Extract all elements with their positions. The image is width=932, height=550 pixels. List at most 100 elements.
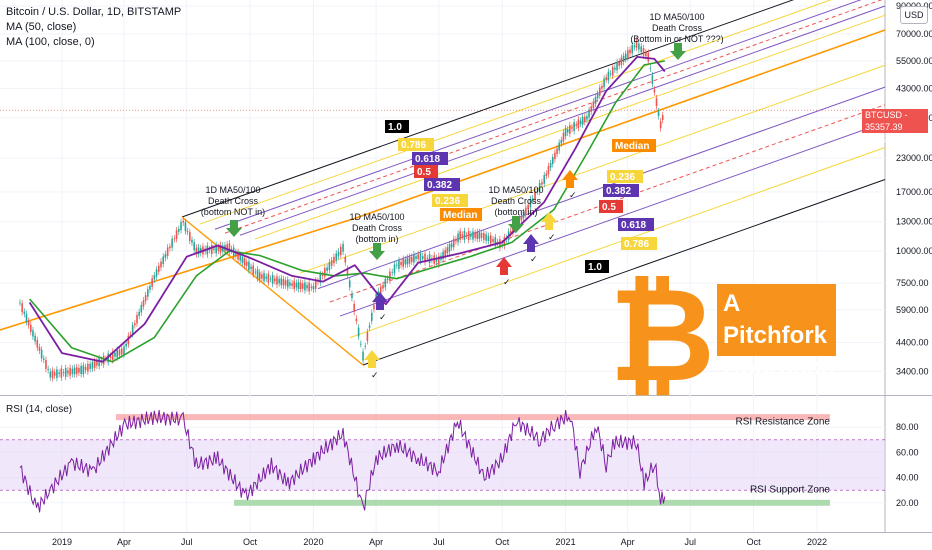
candle-body <box>558 142 560 151</box>
candle-body <box>457 233 459 243</box>
candle-body <box>382 284 384 289</box>
candle-body <box>653 89 656 93</box>
candle-body <box>525 207 527 215</box>
death-cross-arrow <box>508 216 524 233</box>
annotation-text: 1D MA50/100 <box>349 212 404 222</box>
candle-body <box>241 256 244 263</box>
candle-body <box>588 109 590 118</box>
candle-body <box>21 303 23 313</box>
check-mark: ✓ <box>569 190 577 200</box>
title-line-1: A Pitchfork <box>723 290 828 349</box>
candle-body <box>389 271 391 281</box>
candle-body <box>160 261 162 268</box>
candle-body <box>419 253 422 262</box>
candle-body <box>649 67 652 69</box>
pitchfork-line <box>362 179 886 366</box>
candle-body <box>312 285 315 290</box>
candle-body <box>263 272 265 282</box>
candle-body <box>478 232 481 239</box>
candle-body <box>474 233 476 238</box>
candle-body <box>149 285 151 290</box>
candle-body <box>446 247 449 254</box>
level-label-bg <box>599 200 623 213</box>
candle-body <box>651 75 654 85</box>
time-tick-label: 2021 <box>556 537 576 547</box>
level-label: 0.5 <box>417 167 431 178</box>
candle-body <box>197 247 200 255</box>
candle-body <box>461 234 464 237</box>
level-label: 0.786 <box>401 140 426 151</box>
candle-body <box>147 289 149 297</box>
candle-body <box>286 279 289 288</box>
candle-body <box>276 276 278 285</box>
annotation-text: (bottom in) <box>355 234 398 244</box>
candle-body <box>293 280 296 290</box>
candle-body <box>370 312 373 322</box>
candle-body <box>67 370 69 374</box>
price-tick-label: 17000.00 <box>896 187 932 197</box>
median-label-bg <box>612 139 656 152</box>
candle-body <box>616 62 618 71</box>
candle-body <box>129 334 132 336</box>
candle-body <box>607 71 610 81</box>
pitchfork-line <box>181 0 795 218</box>
candle-body <box>248 261 250 271</box>
candle-body <box>603 78 605 88</box>
candle-body <box>393 264 396 274</box>
time-tick-label: Jul <box>433 537 445 547</box>
candle-body <box>177 228 180 232</box>
price-tick-label: 70000.00 <box>896 29 932 39</box>
time-tick-label: Apr <box>117 537 131 547</box>
candle-body <box>62 372 65 374</box>
candle-body <box>450 243 453 248</box>
candle-body <box>494 237 497 246</box>
candle-body <box>611 66 614 76</box>
level-label: 1.0 <box>388 122 402 133</box>
candle-body <box>635 40 638 48</box>
candle-body <box>169 246 171 249</box>
candle-body <box>157 265 160 272</box>
time-tick-label: Apr <box>621 537 635 547</box>
candle-body <box>310 286 313 288</box>
candle-body <box>56 369 58 378</box>
candle-body <box>265 276 267 279</box>
candle-body <box>235 251 237 256</box>
candle-body <box>444 249 447 256</box>
candle-body <box>120 348 123 355</box>
candle-body <box>217 246 220 251</box>
rsi-tick-label: 80.00 <box>896 422 919 432</box>
candle-body <box>410 256 413 262</box>
price-tick-label: 4400.00 <box>896 338 929 348</box>
candle-body <box>195 247 198 255</box>
currency-button[interactable]: USD <box>900 6 928 24</box>
candle-body <box>364 346 367 347</box>
candle-body <box>256 269 259 279</box>
candle-body <box>78 367 80 373</box>
level-label: 0.5 <box>602 202 616 213</box>
candle-body <box>40 349 43 359</box>
candle-body <box>23 311 26 314</box>
candle-body <box>351 293 353 299</box>
candle-body <box>590 106 593 112</box>
level-label-bg <box>432 194 468 207</box>
candle-body <box>191 239 193 243</box>
candle-body <box>562 132 565 142</box>
candle-body <box>175 230 178 240</box>
price-tick-label: 55000.00 <box>896 56 932 66</box>
candle-body <box>624 53 627 60</box>
check-mark: ✓ <box>548 232 556 242</box>
median-label: Median <box>615 141 649 152</box>
price-tick-label: 23000.00 <box>896 153 932 163</box>
candle-body <box>93 360 96 368</box>
candle-body <box>280 278 283 286</box>
candle-body <box>408 256 411 264</box>
candle-body <box>560 140 563 144</box>
price-tag-countdown: 03:39:10 <box>865 134 901 144</box>
candle-body <box>496 242 499 243</box>
price-tick-label: 3400.00 <box>896 366 929 376</box>
candle-body <box>182 220 185 223</box>
candle-body <box>631 44 634 54</box>
candle-body <box>84 366 87 371</box>
candle-body <box>579 120 582 124</box>
